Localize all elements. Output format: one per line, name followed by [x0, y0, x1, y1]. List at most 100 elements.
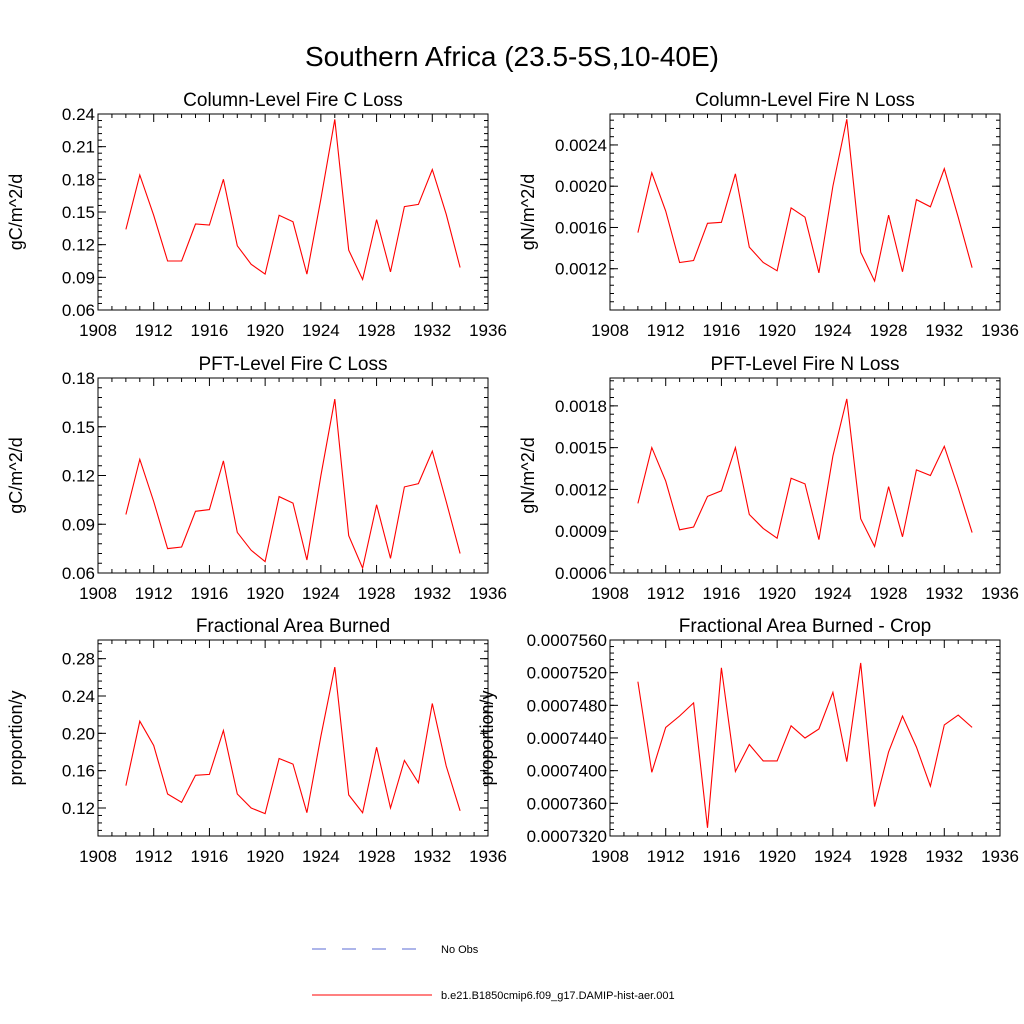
y-tick-label: 0.0007520 [527, 664, 607, 683]
y-tick-label: 0.15 [62, 418, 95, 437]
x-tick-label: 1932 [413, 584, 451, 603]
x-tick-label: 1920 [246, 847, 284, 866]
x-tick-label: 1908 [79, 584, 117, 603]
y-tick-label: 0.28 [62, 650, 95, 669]
x-tick-label: 1916 [703, 321, 741, 340]
y-axis-label: gC/m^2/d [6, 174, 26, 250]
x-tick-label: 1912 [135, 321, 173, 340]
panel-title: PFT-Level Fire C Loss [199, 354, 388, 375]
y-tick-label: 0.0007440 [527, 729, 607, 748]
panel-1: Column-Level Fire C Loss gC/m^2/d 1908 1912… [6, 90, 507, 340]
x-tick-label: 1908 [591, 847, 629, 866]
x-tick-label: 1928 [358, 847, 396, 866]
y-tick-label: 0.0007320 [527, 827, 607, 846]
plot-frame [97, 113, 489, 311]
panel-title: Column-Level Fire C Loss [183, 90, 403, 111]
y-tick-label: 0.0009 [555, 522, 607, 541]
y-axis-label: gN/m^2/d [518, 437, 538, 513]
y-tick-label: 0.15 [62, 203, 95, 222]
x-tick-label: 1920 [246, 321, 284, 340]
x-tick-label: 1936 [981, 584, 1019, 603]
x-tick-label: 1920 [758, 584, 796, 603]
series-line [125, 119, 461, 282]
y-tick-label: 0.20 [62, 724, 95, 743]
y-tick-label: 0.0007400 [527, 762, 607, 781]
x-tick-label: 1932 [925, 321, 963, 340]
x-tick-label: 1912 [647, 584, 685, 603]
y-tick-label: 0.18 [62, 369, 95, 388]
legend: No Obs b.e21.B1850cmip6.f09_g17.DAMIP-hi… [312, 944, 675, 1002]
x-tick-label: 1916 [703, 847, 741, 866]
y-axis-label: gN/m^2/d [518, 174, 538, 250]
y-tick-label: 0.24 [62, 105, 95, 124]
x-tick-label: 1932 [413, 847, 451, 866]
x-tick-label: 1924 [302, 584, 340, 603]
panel-3: PFT-Level Fire C Loss gC/m^2/d 1908 1912 191… [6, 354, 507, 603]
x-tick-label: 1916 [191, 584, 229, 603]
x-tick-label: 1924 [814, 847, 852, 866]
x-tick-label: 1920 [758, 321, 796, 340]
y-tick-label: 0.09 [62, 515, 95, 534]
x-tick-label: 1916 [703, 584, 741, 603]
series-line [637, 662, 973, 828]
x-tick-label: 1924 [302, 847, 340, 866]
y-tick-label: 0.09 [62, 268, 95, 287]
x-tick-label: 1920 [758, 847, 796, 866]
y-tick-label: 0.06 [62, 301, 95, 320]
x-tick-label: 1908 [79, 321, 117, 340]
y-tick-label: 0.0007560 [527, 631, 607, 650]
y-tick-label: 0.0012 [555, 260, 607, 279]
y-tick-label: 0.0024 [555, 136, 607, 155]
y-tick-label: 0.21 [62, 138, 95, 157]
figure-title: Southern Africa (23.5-5S,10-40E) [305, 41, 719, 72]
panel-4: PFT-Level Fire N Loss gN/m^2/d 1908 1912 191… [518, 354, 1019, 603]
x-tick-label: 1912 [647, 847, 685, 866]
x-tick-label: 1924 [302, 321, 340, 340]
x-tick-label: 1908 [591, 584, 629, 603]
y-tick-label: 0.0007360 [527, 794, 607, 813]
plot-frame [609, 113, 1001, 311]
x-tick-label: 1928 [358, 321, 396, 340]
x-tick-label: 1932 [413, 321, 451, 340]
y-tick-label: 0.0015 [555, 439, 607, 458]
series-line [637, 119, 973, 283]
x-tick-label: 1924 [814, 321, 852, 340]
y-tick-label: 0.12 [62, 799, 95, 818]
x-tick-label: 1936 [469, 321, 507, 340]
x-tick-label: 1936 [469, 847, 507, 866]
panel-title: Column-Level Fire N Loss [695, 90, 915, 111]
x-tick-label: 1928 [870, 321, 908, 340]
panel-2: Column-Level Fire N Loss gN/m^2/d 1908 1912… [518, 90, 1019, 340]
y-tick-label: 0.18 [62, 170, 95, 189]
panels: Column-Level Fire C Loss gC/m^2/d 1908 1912… [6, 90, 1019, 866]
panel-title: PFT-Level Fire N Loss [711, 354, 900, 375]
y-tick-label: 0.0016 [555, 218, 607, 237]
plot-frame [609, 377, 1001, 574]
y-tick-label: 0.0012 [555, 480, 607, 499]
panel-title: Fractional Area Burned - Crop [679, 616, 931, 637]
x-tick-label: 1928 [870, 847, 908, 866]
plot-frame [97, 639, 489, 837]
x-tick-label: 1936 [981, 847, 1019, 866]
x-tick-label: 1908 [591, 321, 629, 340]
y-tick-label: 0.06 [62, 564, 95, 583]
x-tick-label: 1916 [191, 847, 229, 866]
y-tick-label: 0.24 [62, 687, 95, 706]
series-line [125, 666, 461, 815]
y-tick-label: 0.16 [62, 762, 95, 781]
x-tick-label: 1936 [981, 321, 1019, 340]
panel-6: Fractional Area Burned - Crop proportion/… [477, 616, 1019, 866]
y-tick-label: 0.0007480 [527, 696, 607, 715]
legend-label-no-obs: No Obs [441, 944, 479, 956]
y-axis-label: proportion/y [477, 690, 497, 785]
y-axis-label: proportion/y [6, 690, 26, 785]
x-tick-label: 1928 [870, 584, 908, 603]
x-tick-label: 1932 [925, 584, 963, 603]
y-tick-label: 0.12 [62, 236, 95, 255]
x-tick-label: 1916 [191, 321, 229, 340]
y-tick-label: 0.0018 [555, 397, 607, 416]
x-tick-label: 1932 [925, 847, 963, 866]
x-tick-label: 1908 [79, 847, 117, 866]
series-line [125, 399, 461, 570]
y-axis-label: gC/m^2/d [6, 437, 26, 513]
